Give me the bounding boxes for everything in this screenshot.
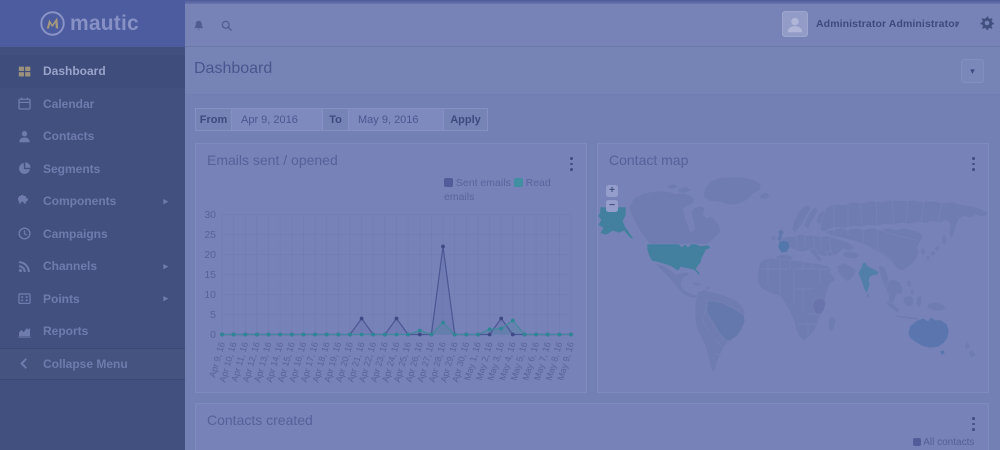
svg-text:10: 10 — [204, 289, 216, 301]
svg-text:0: 0 — [210, 329, 216, 341]
svg-text:15: 15 — [204, 269, 216, 281]
svg-text:5: 5 — [210, 309, 216, 321]
svg-text:20: 20 — [204, 249, 216, 261]
svg-text:25: 25 — [204, 229, 216, 241]
svg-text:30: 30 — [204, 209, 216, 221]
